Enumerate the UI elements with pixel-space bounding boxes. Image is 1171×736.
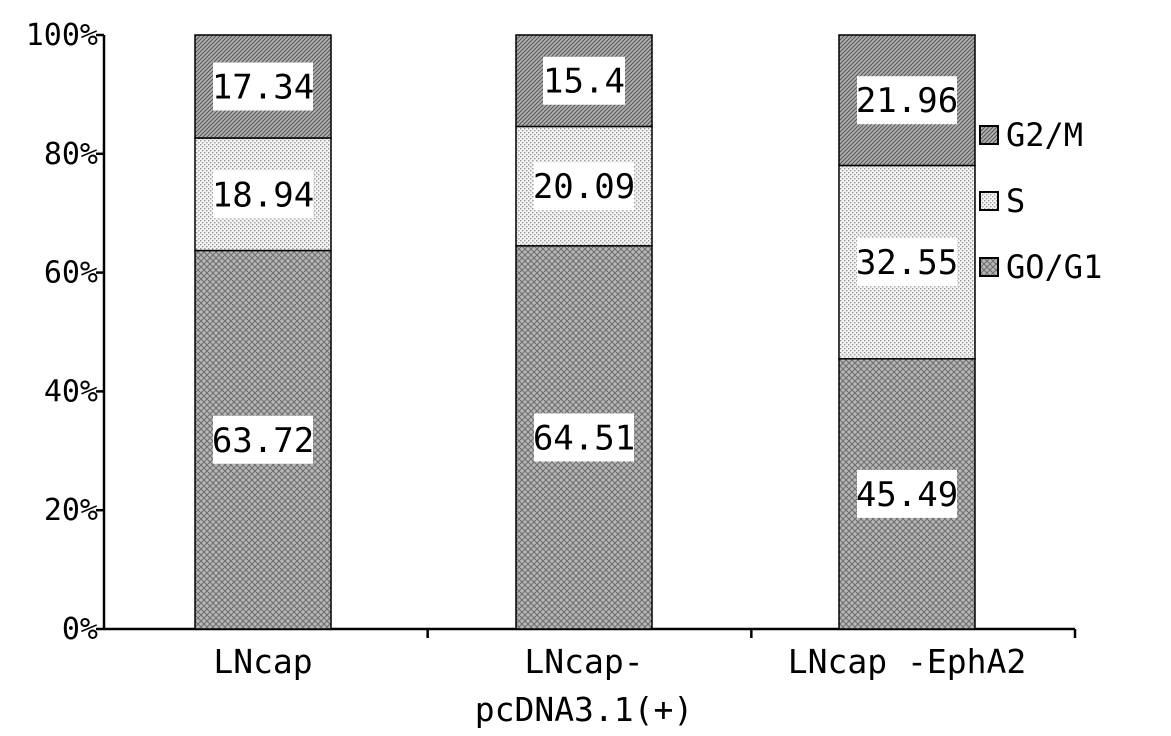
x-category-label: LNcap xyxy=(213,642,312,681)
y-tick-label: 40% xyxy=(44,374,98,409)
y-axis: 0% 20% 40% 60% 80% 100% xyxy=(26,18,106,647)
legend-swatch xyxy=(979,257,999,277)
legend-label: GO/G1 xyxy=(1006,248,1102,286)
data-label: 18.94 xyxy=(212,175,314,215)
data-label: 45.49 xyxy=(856,475,958,515)
legend-label: S xyxy=(1006,182,1025,220)
data-label-box xyxy=(534,162,634,211)
data-label: 32.55 xyxy=(856,243,958,283)
data-label-box xyxy=(213,62,313,111)
data-label-box xyxy=(857,469,957,518)
data-label: 21.96 xyxy=(856,81,958,121)
legend-swatch xyxy=(979,191,999,211)
x-axis: LNcap LNcap-pcDNA3.1(+) LNcap -EphA2 xyxy=(104,627,1077,729)
data-label-box xyxy=(857,76,957,125)
data-label: 63.72 xyxy=(212,421,314,461)
data-label-box xyxy=(543,56,625,105)
y-tick-label: 100% xyxy=(26,18,98,53)
legend-swatch xyxy=(979,125,999,145)
x-category-label: LNcap -EphA2 xyxy=(788,642,1026,681)
data-label: 20.09 xyxy=(533,167,635,207)
y-tick-label: 20% xyxy=(44,493,98,528)
y-tick-label: 80% xyxy=(44,137,98,172)
data-label: 17.34 xyxy=(212,67,314,107)
y-tick-label: 60% xyxy=(44,256,98,291)
data-label-box xyxy=(213,170,313,219)
data-labels: 63.72 18.94 17.34 64.51 20.09 15.4 45.49 32.55 2… xyxy=(212,56,958,518)
legend-label: G2/M xyxy=(1006,116,1083,154)
legend: G2/M S GO/G1 xyxy=(979,116,1102,286)
data-label: 15.4 xyxy=(543,62,625,102)
data-label-box xyxy=(534,413,634,462)
data-label: 64.51 xyxy=(533,418,635,458)
y-tick-label: 0% xyxy=(62,612,98,647)
x-category-label: LNcap- xyxy=(524,642,643,681)
bar-segment xyxy=(515,34,653,128)
data-label-box xyxy=(213,415,313,464)
data-label-box xyxy=(857,238,957,287)
x-category-label: pcDNA3.1(+) xyxy=(475,690,694,729)
